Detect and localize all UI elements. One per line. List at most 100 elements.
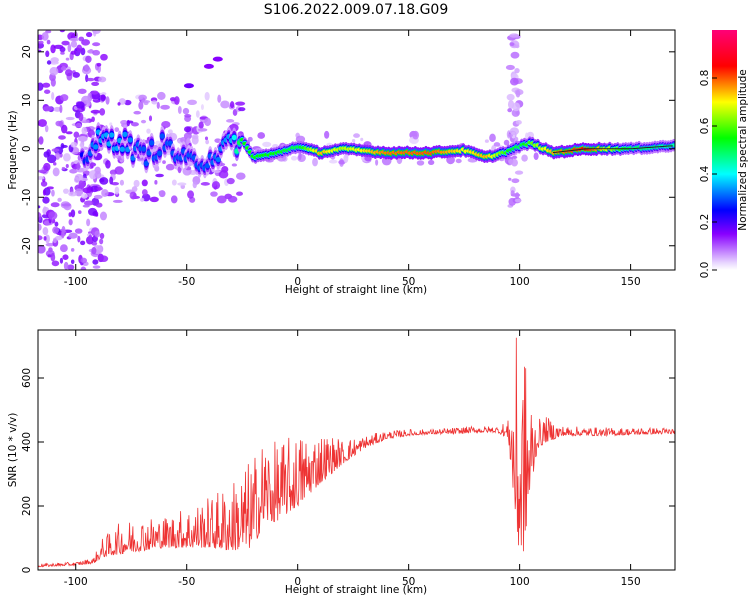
spectral-blob xyxy=(70,247,75,252)
spectral-blob xyxy=(49,67,59,76)
spectral-blob xyxy=(75,123,81,127)
spectral-blob xyxy=(46,154,57,164)
spectral-blob xyxy=(509,33,519,38)
spectral-blob xyxy=(232,109,238,116)
spectral-blob xyxy=(112,199,123,203)
spectral-blob xyxy=(73,131,80,138)
spectral-blob xyxy=(82,204,90,208)
spectral-blob xyxy=(96,186,103,191)
spectral-blob xyxy=(177,182,187,186)
spectral-blob xyxy=(69,37,79,42)
spectral-blob xyxy=(109,122,113,126)
spectral-blob xyxy=(38,119,47,127)
spectral-blob xyxy=(138,101,144,110)
snr-panel: -100 -50 0 50 100 150 0 200 400 600 Height of str… xyxy=(7,329,676,596)
spectral-blob xyxy=(200,104,204,110)
spectral-blob xyxy=(151,100,158,105)
spectral-blob xyxy=(217,94,222,103)
snr-line xyxy=(38,337,675,568)
x-tick-label: 50 xyxy=(402,276,415,288)
spectral-blob xyxy=(324,130,330,139)
y-tick-label: 0 xyxy=(21,567,33,574)
spectral-blob xyxy=(140,119,147,124)
spectral-blob xyxy=(50,253,56,262)
spectral-blob xyxy=(162,160,166,164)
spectral-blob xyxy=(506,93,515,101)
spectral-blob xyxy=(92,265,101,269)
spectral-blob xyxy=(70,141,78,148)
spectral-blob xyxy=(114,127,120,132)
spectral-blob xyxy=(78,182,85,189)
spectral-blob xyxy=(90,90,99,95)
y-tick-label: 0 xyxy=(21,145,33,152)
spectral-ridge-cell xyxy=(119,146,125,152)
spectral-blob xyxy=(184,126,192,133)
spectral-blob xyxy=(60,143,65,150)
spectrogram-y-axis-label: Frequency (Hz) xyxy=(7,110,19,189)
spectral-blob xyxy=(91,246,97,255)
spectral-blob xyxy=(99,238,104,245)
spectral-blob xyxy=(53,106,62,112)
spectral-ridge-cell xyxy=(215,156,221,163)
spectral-blob xyxy=(54,221,59,227)
spectrogram-heatmap xyxy=(38,30,675,270)
spectral-blob xyxy=(65,116,75,121)
spectral-blob xyxy=(99,108,106,116)
spectral-blob xyxy=(131,186,138,192)
spectral-blob xyxy=(54,235,63,241)
spectral-ridge-cell xyxy=(109,132,115,138)
spectral-blob xyxy=(72,71,80,78)
spectral-blob xyxy=(70,259,75,265)
spectral-blob xyxy=(118,98,126,105)
y-tick-label: -10 xyxy=(21,189,33,206)
spectral-blob xyxy=(83,200,94,206)
spectral-blob xyxy=(515,120,522,125)
spectral-blob xyxy=(43,236,47,241)
spectral-blob xyxy=(99,211,108,221)
spectral-blob xyxy=(511,155,518,159)
spectral-blob xyxy=(95,202,103,208)
spectral-ridge-cell xyxy=(127,137,133,143)
colorbar-tick-label: 0.8 xyxy=(699,70,711,87)
spectral-blob xyxy=(146,128,151,134)
x-tick-label: 100 xyxy=(510,576,530,588)
spectral-blob xyxy=(82,187,93,194)
spectral-blob xyxy=(141,179,148,187)
spectral-blob xyxy=(247,136,253,142)
spectral-blob xyxy=(68,218,73,226)
spectral-blob xyxy=(42,82,51,88)
snr-ticks: -100 -50 0 50 100 150 0 200 400 600 xyxy=(21,330,675,588)
spectral-blob xyxy=(312,157,318,167)
spectral-blob xyxy=(235,172,246,180)
spectral-blob xyxy=(38,223,42,231)
spectral-blob xyxy=(183,132,192,140)
spectral-blob xyxy=(226,177,235,185)
spectral-blob xyxy=(515,89,521,98)
spectral-blob xyxy=(85,77,95,82)
spectral-blob xyxy=(81,126,88,135)
spectral-blob xyxy=(68,191,78,197)
spectral-blob xyxy=(40,181,48,187)
spectral-blob xyxy=(157,91,166,100)
spectral-blob xyxy=(375,159,379,166)
spectral-blob xyxy=(511,178,520,184)
x-tick-label: 0 xyxy=(294,576,301,588)
spectral-blob xyxy=(78,112,84,122)
colorbar-tick-label: 0.2 xyxy=(699,214,711,231)
spectral-blob xyxy=(88,234,93,243)
spectral-blob xyxy=(119,179,125,186)
spectral-blob xyxy=(124,99,132,106)
spectral-blob xyxy=(353,133,360,138)
y-tick-label: 600 xyxy=(21,368,33,388)
spectral-blob xyxy=(133,110,142,115)
spectral-blob xyxy=(291,155,298,161)
spectral-blob xyxy=(100,53,108,61)
spectral-blob xyxy=(42,196,50,204)
spectral-blob xyxy=(38,244,46,254)
spectral-blob xyxy=(514,67,520,74)
spectral-blob xyxy=(92,49,101,56)
spectral-blob xyxy=(92,259,99,265)
spectral-ridge-cell xyxy=(159,133,165,139)
spectral-blob xyxy=(416,160,425,166)
spectral-blob xyxy=(129,191,137,200)
